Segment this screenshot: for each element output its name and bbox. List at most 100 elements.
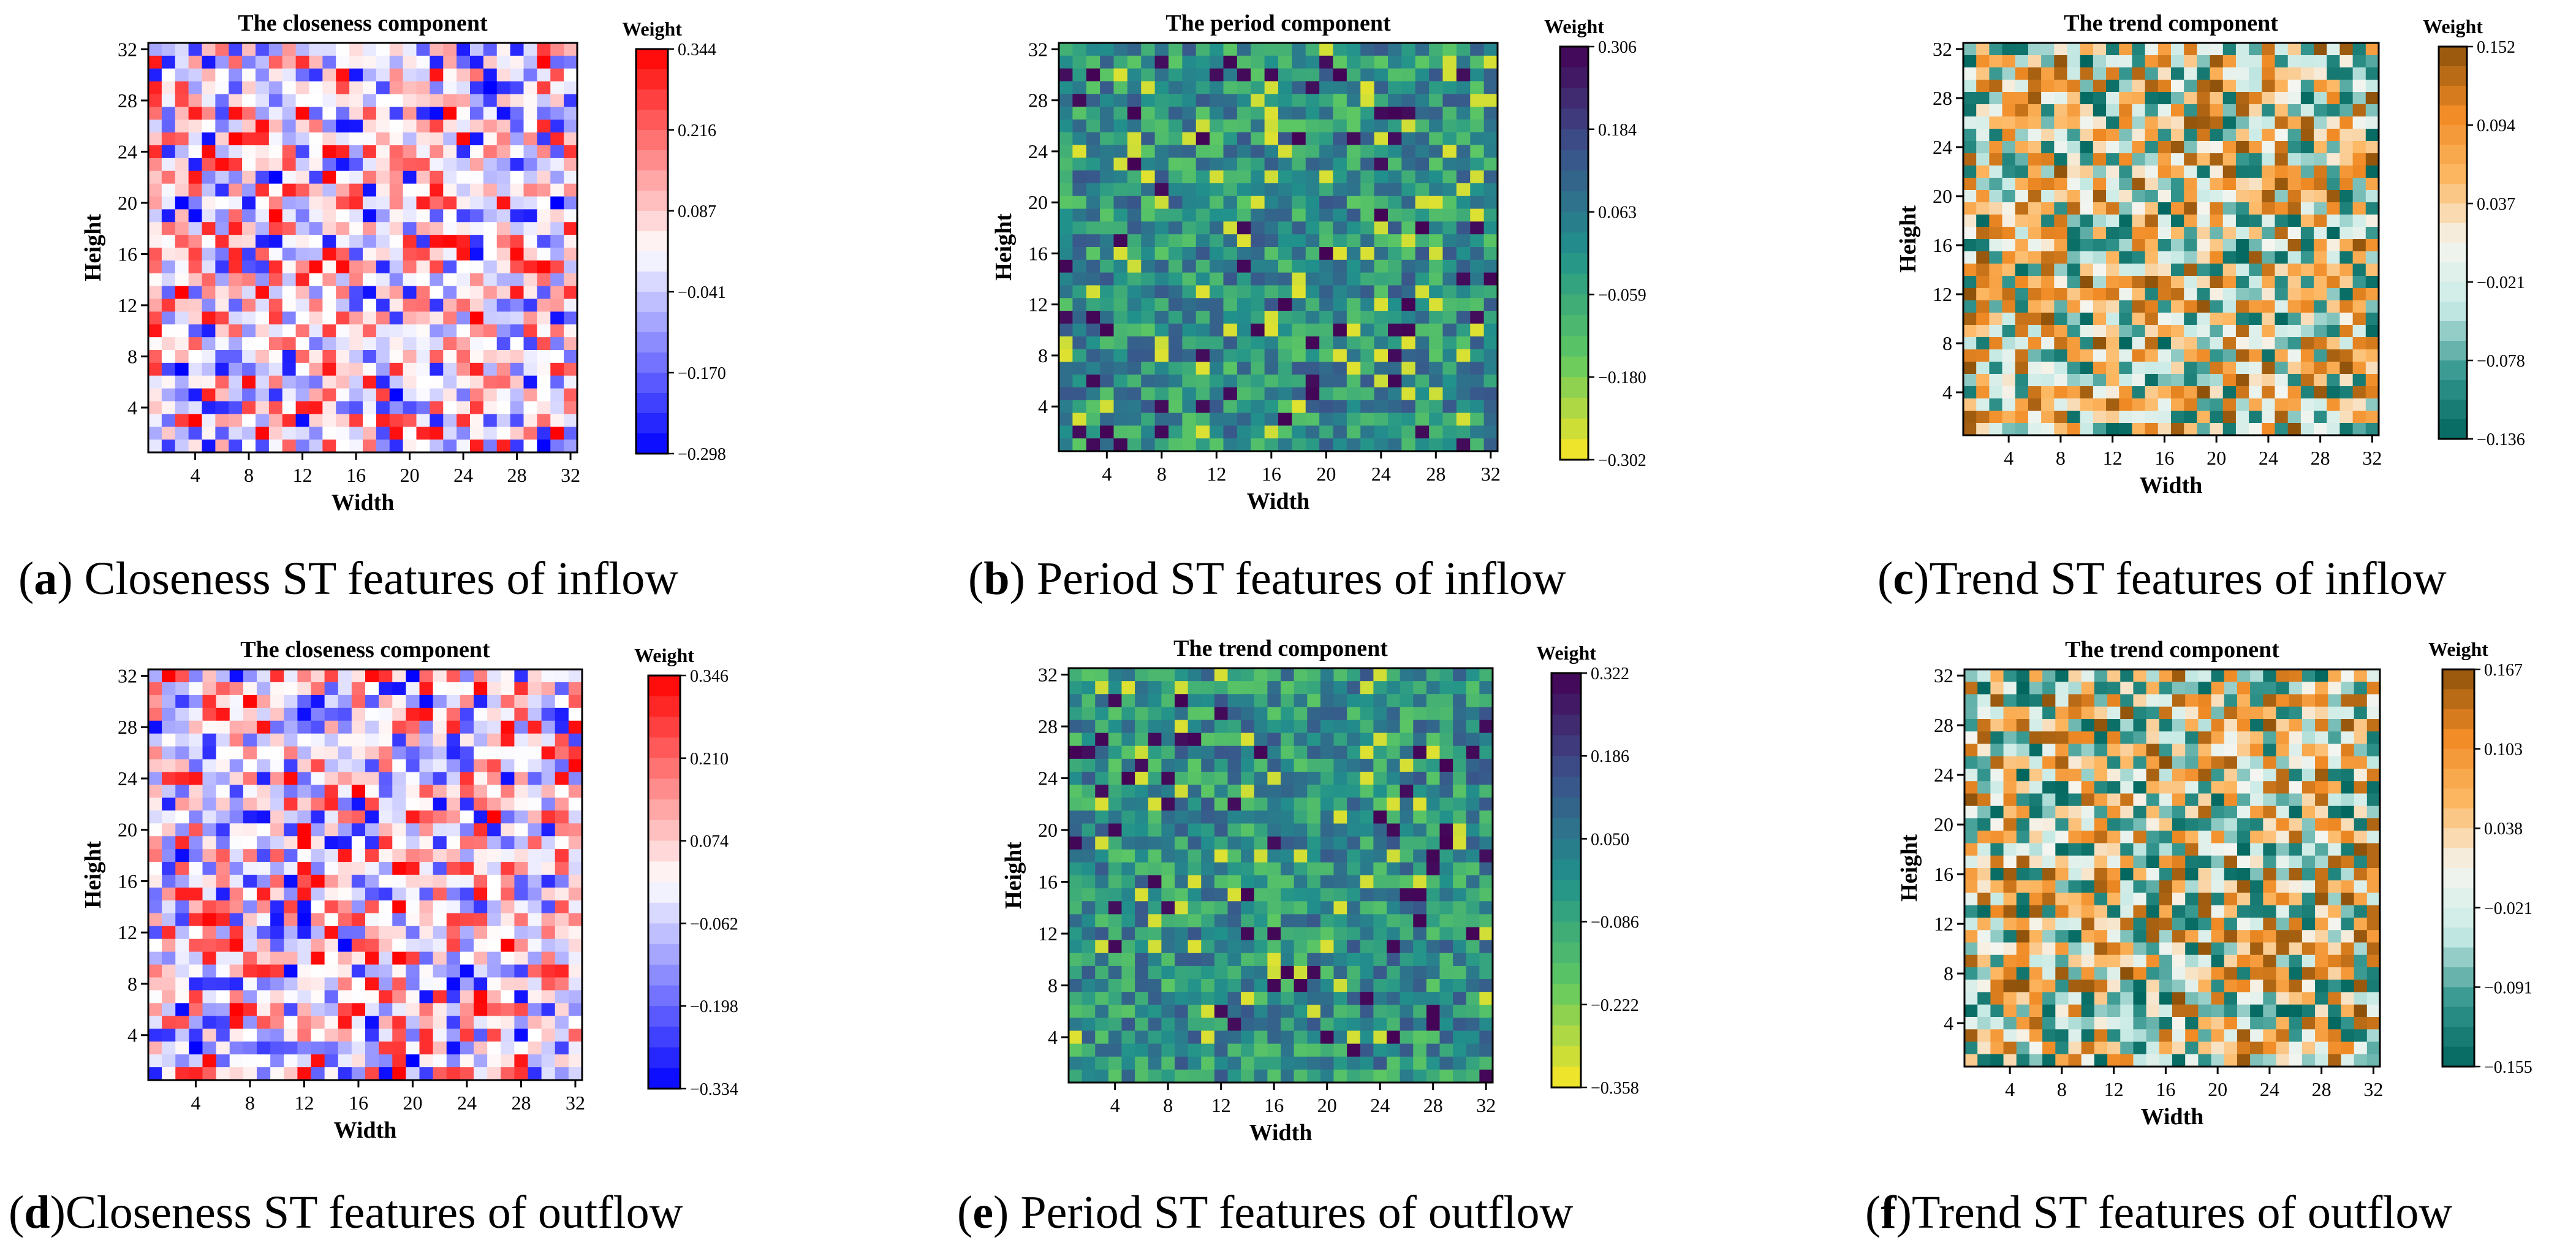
heatmap-cell <box>406 708 420 721</box>
heatmap-cell <box>1182 425 1196 438</box>
heatmap-cell <box>433 990 447 1003</box>
heatmap-cell <box>1100 170 1114 183</box>
heatmap-cell <box>379 772 393 786</box>
heatmap-cell <box>1426 797 1440 811</box>
heatmap-cell <box>2093 104 2107 117</box>
heatmap-cell <box>1453 810 1466 824</box>
heatmap-cell <box>2339 264 2353 276</box>
heatmap-cell <box>550 171 564 184</box>
heatmap-cell <box>487 734 501 747</box>
heatmap-cell <box>417 324 430 337</box>
heatmap-cell <box>1059 120 1073 132</box>
heatmap-cell <box>524 350 537 363</box>
heatmap-cell <box>564 414 577 427</box>
heatmap-cell <box>524 273 537 286</box>
heatmap-cell <box>550 402 564 414</box>
heatmap-cell <box>497 132 510 145</box>
heatmap-cell <box>403 324 417 337</box>
heatmap-cell <box>338 785 352 798</box>
heatmap-cell <box>1292 234 1306 247</box>
heatmap-cell <box>1210 298 1224 311</box>
heatmap-cell <box>1989 288 2002 301</box>
heatmap-cell <box>524 299 537 312</box>
heatmap-cell <box>1319 132 1333 145</box>
x-tick-label: 16 <box>1262 463 1281 485</box>
heatmap-cell <box>1388 337 1402 349</box>
heatmap-cell <box>2015 153 2029 166</box>
heatmap-cell <box>1415 120 1430 132</box>
x-tick-label: 8 <box>245 1092 255 1114</box>
heatmap-cell <box>1175 694 1188 707</box>
heatmap-cell <box>1479 797 1493 811</box>
heatmap-cell <box>257 810 271 824</box>
heatmap-cell <box>1292 400 1306 413</box>
heatmap-cell <box>2067 313 2081 325</box>
heatmap-cell <box>542 708 556 721</box>
heatmap-cell <box>2288 386 2301 399</box>
heatmap-cell <box>1201 733 1214 747</box>
heatmap-cell <box>1466 746 1480 759</box>
heatmap-cell <box>1306 285 1320 298</box>
heatmap-cell <box>1169 234 1183 247</box>
heatmap-cell <box>1347 81 1361 94</box>
heatmap-cell <box>1294 772 1308 785</box>
heatmap-cell <box>2301 190 2314 203</box>
heatmap-cell <box>1210 120 1224 132</box>
heatmap-cell <box>555 1067 569 1081</box>
heatmap-cell <box>1347 850 1360 863</box>
heatmap-cell <box>1976 215 1990 227</box>
heatmap-cell <box>2002 141 2016 154</box>
heatmap-cell <box>1210 170 1224 183</box>
heatmap-cell <box>189 875 203 888</box>
heatmap-cell <box>297 797 311 811</box>
heatmap-cell <box>1241 733 1254 747</box>
heatmap-cell <box>336 337 349 350</box>
heatmap-cell <box>1135 888 1148 902</box>
heatmap-cell <box>1306 196 1320 209</box>
heatmap-cell <box>257 1003 271 1016</box>
heatmap-cell <box>1457 260 1471 273</box>
y-tick-label: 32 <box>1028 38 1048 60</box>
heatmap-cell <box>336 120 349 132</box>
heatmap-cell <box>1155 107 1169 120</box>
heatmap-cell <box>336 235 349 248</box>
heatmap-cell <box>483 209 497 222</box>
heatmap-cell <box>363 248 376 261</box>
heatmap-cell <box>1429 56 1443 69</box>
heatmap-cell <box>1108 772 1122 785</box>
heatmap-cell <box>2145 398 2159 411</box>
heatmap-cell <box>2288 251 2301 264</box>
heatmap-cell <box>270 721 284 734</box>
heatmap-cell <box>433 823 447 837</box>
heatmap-cell <box>2339 215 2353 227</box>
heatmap-cell <box>216 1016 230 1029</box>
heatmap-cell <box>542 772 556 786</box>
heatmap-cell <box>1963 386 1977 399</box>
heatmap-cell <box>230 669 244 683</box>
heatmap-cell <box>216 695 230 709</box>
heatmap-cell <box>2288 313 2301 325</box>
heatmap-cell <box>392 900 406 914</box>
heatmap-cell <box>510 145 524 158</box>
heatmap-cell <box>2353 67 2366 80</box>
heatmap-cell <box>497 43 510 56</box>
heatmap-cell <box>243 1067 257 1081</box>
heatmap-cell <box>338 1054 352 1068</box>
heatmap-cell <box>2366 349 2379 362</box>
heatmap-cell <box>2093 153 2107 166</box>
heatmap-cell <box>1963 80 1977 93</box>
heatmap-cell <box>1155 209 1169 222</box>
heatmap-cell <box>297 965 311 978</box>
heatmap-cell <box>1265 209 1279 222</box>
heatmap-cell <box>447 888 461 901</box>
heatmap-cell <box>460 682 474 696</box>
heatmap-cell <box>1400 901 1414 915</box>
heatmap-cell <box>2288 43 2301 56</box>
heatmap-cell <box>1072 285 1086 298</box>
heatmap-cell <box>537 402 550 414</box>
heatmap-cell <box>270 1054 284 1068</box>
heatmap-cell <box>202 414 216 427</box>
heatmap-cell <box>430 324 443 337</box>
heatmap-cell <box>2236 104 2249 117</box>
heatmap-cell <box>1388 273 1402 286</box>
